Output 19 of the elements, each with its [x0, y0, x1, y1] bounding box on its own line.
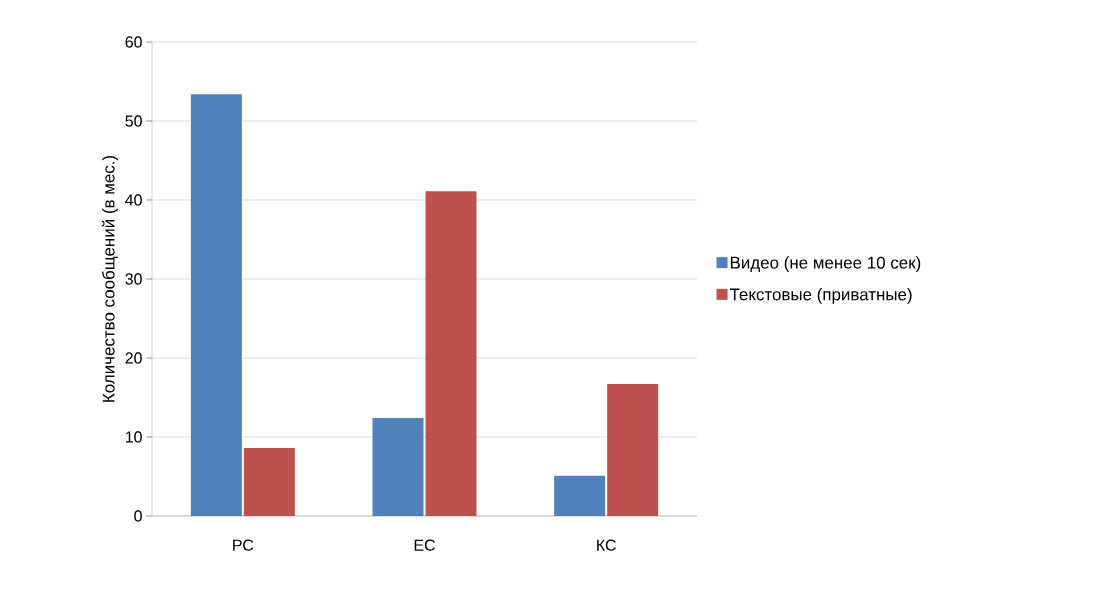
y-tick-label: 40 [125, 194, 142, 206]
x-tick-label: КС [597, 539, 616, 551]
y-axis-title: Количество сообщений (в мес.) [101, 155, 118, 402]
y-tick-label: 50 [125, 115, 142, 127]
x-tick-label: ЕС [414, 539, 435, 551]
y-tick-label: 60 [125, 36, 142, 48]
bar [243, 448, 295, 516]
bar [607, 384, 659, 516]
legend-label: Текстовые (приватные) [729, 287, 912, 304]
y-tick-label: 30 [125, 273, 142, 285]
legend-label: Видео (не менее 10 сек) [730, 256, 921, 272]
bar [425, 191, 477, 516]
bar [190, 94, 242, 516]
y-tick-label: 10 [125, 431, 142, 443]
y-tick-label: 20 [125, 352, 142, 364]
y-tick-label: 0 [134, 510, 142, 522]
bar [372, 418, 424, 516]
bar [554, 475, 606, 516]
x-tick-label: РС [233, 539, 254, 551]
